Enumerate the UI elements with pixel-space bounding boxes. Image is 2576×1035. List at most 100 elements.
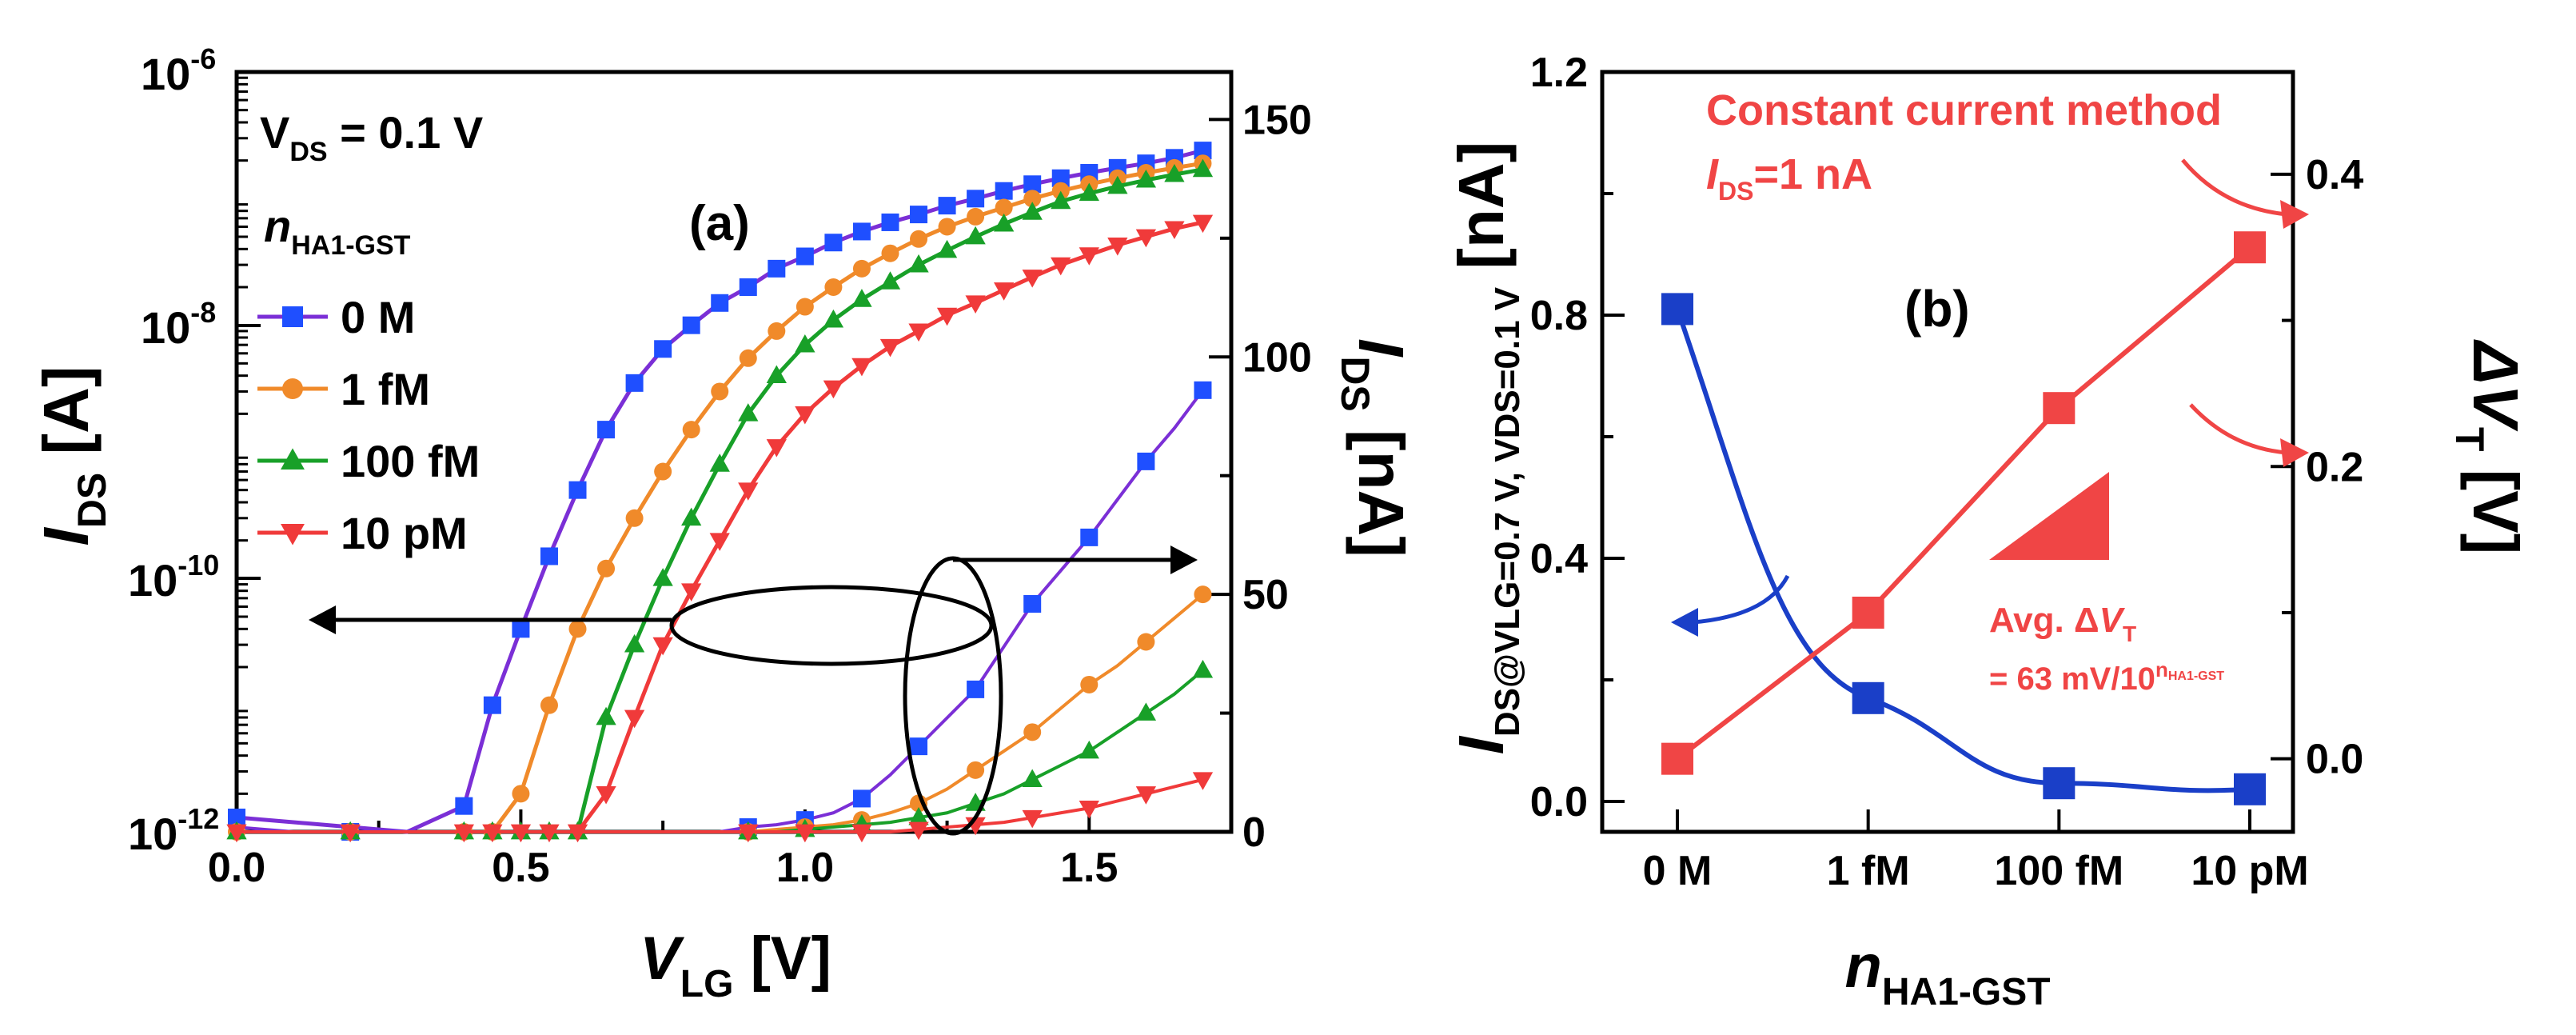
avg-annotation-line1: Avg. ΔVT — [1989, 601, 2136, 646]
panel-b-x-tick-labels: 0 M 1 fM 100 fM 10 pM — [1643, 848, 2309, 894]
data-point-log — [625, 374, 644, 392]
data-point-linear — [1135, 702, 1157, 721]
data-point-log — [936, 239, 958, 258]
data-point-log — [1135, 169, 1157, 188]
x-tick-label: 0.0 — [208, 845, 265, 891]
panel-a-label: (a) — [689, 196, 750, 251]
avg-annotation-line2: = 63 mV/10nHA1-GST — [1989, 657, 2224, 697]
data-point-log — [654, 462, 672, 481]
data-point-dvt — [1852, 596, 1884, 629]
data-point-linear — [738, 824, 759, 843]
data-point-log — [1107, 238, 1128, 256]
data-point-log — [879, 271, 901, 290]
data-point-linear — [1023, 595, 1042, 613]
panel-a-left-tick-labels: 10-12 10-10 10-8 10-6 — [128, 42, 219, 859]
tick-label-1e-12: 10-12 — [128, 802, 219, 859]
data-point-log — [540, 547, 558, 565]
data-point-linear — [795, 824, 815, 843]
slope-triangle — [1989, 472, 2109, 560]
panel-a-left-minor-ticks — [237, 76, 248, 795]
data-point-ids — [2234, 773, 2266, 805]
data-point-ids — [1661, 293, 1693, 326]
legend-label: 10 pM — [341, 508, 468, 558]
data-point-linear — [1137, 633, 1155, 651]
data-point-log — [738, 403, 759, 422]
data-point-log — [540, 696, 558, 714]
data-point-log — [681, 507, 702, 526]
panel-b-x-ticks — [1676, 809, 2251, 832]
data-point-log — [1023, 175, 1042, 194]
data-point-ids — [1852, 681, 1884, 714]
data-point-log — [795, 334, 815, 353]
data-point-log — [1079, 182, 1099, 202]
data-point-log — [910, 230, 928, 248]
data-point-log — [995, 198, 1013, 217]
data-point-log — [908, 323, 929, 342]
legend-marker — [281, 448, 305, 470]
blue-arrow — [1693, 574, 1790, 625]
data-point-log — [852, 222, 871, 241]
data-point-linear — [1022, 769, 1043, 788]
b-x-tick-label: 10 pM — [2191, 848, 2308, 894]
data-point-log — [1164, 221, 1185, 239]
data-point-log — [768, 259, 786, 278]
panel-b-label: (b) — [1904, 280, 1970, 338]
data-point-log — [852, 259, 871, 278]
data-point-log — [994, 282, 1015, 301]
right-tick-label: 0 — [1242, 809, 1266, 856]
series-line-linear — [237, 593, 1204, 833]
data-point-linear — [1135, 786, 1157, 805]
data-point-dvt — [2043, 392, 2076, 425]
panel-b-chart: 0.0 0.4 0.8 1.2 0.0 0.2 0.4 0 M 1 fM 100 fM 10 p… — [1446, 50, 2531, 1013]
panel-b-left-ticks — [1602, 70, 1625, 803]
data-point-log — [965, 226, 986, 245]
panel-a-legend-items: 0 M 1 fM 100 fM 10 pM — [257, 292, 480, 558]
x-tick-label: 0.5 — [492, 845, 549, 891]
data-point-linear — [1079, 740, 1099, 759]
data-point-log — [682, 421, 700, 439]
data-point-log — [823, 309, 844, 328]
data-point-linear — [1079, 800, 1099, 819]
data-point-log — [851, 289, 872, 307]
tick-label-1e-6: 10-6 — [141, 42, 216, 99]
data-point-log — [1192, 214, 1214, 234]
panel-a-y-left-title: IDS [A] — [30, 366, 114, 546]
data-point-log — [1023, 190, 1042, 208]
data-point-linear — [1022, 809, 1043, 829]
data-point-linear — [1080, 528, 1099, 546]
data-point-ids — [2043, 767, 2076, 800]
red-arrow-lower-head — [2280, 438, 2309, 467]
b-left-tick-label: 0.0 — [1530, 779, 1588, 825]
b-right-tick-label: 0.2 — [2306, 444, 2363, 490]
data-point-log — [711, 382, 729, 401]
data-point-log — [709, 454, 730, 472]
blue-arrow-head — [1671, 608, 1698, 637]
data-point-log — [881, 213, 899, 231]
data-point-log — [1107, 175, 1128, 194]
panel-a-x-tick-labels: 0.0 0.5 1.0 1.5 — [208, 845, 1119, 891]
data-point-log — [738, 482, 759, 501]
data-point-log — [596, 706, 616, 725]
legend-marker — [282, 306, 303, 327]
panel-b-y-left-title: IDS@VLG=0.7 V, VDS=0.1 V [nA] — [1446, 142, 1527, 755]
data-point-log — [596, 785, 616, 805]
red-arrow-lower — [2189, 403, 2287, 455]
data-point-log — [879, 338, 901, 358]
data-point-log — [768, 322, 786, 340]
panel-b-y-right-title: ΔVT [V] — [2447, 339, 2531, 555]
data-point-log — [938, 218, 956, 236]
b-x-tick-label: 0 M — [1643, 848, 1713, 894]
right-tick-label: 50 — [1242, 572, 1289, 618]
data-point-log — [512, 785, 530, 803]
method-annotation: Constant current method — [1706, 86, 2222, 134]
data-point-log — [624, 633, 645, 653]
data-point-log — [709, 533, 730, 551]
data-point-dvt — [1661, 742, 1693, 775]
series-line-log — [576, 220, 1203, 833]
data-point-log — [654, 340, 672, 358]
panel-b-right-ticks — [2271, 172, 2293, 761]
legend-label: 100 fM — [341, 436, 480, 486]
right-tick-label: 100 — [1242, 334, 1312, 381]
data-point-log — [766, 439, 787, 458]
